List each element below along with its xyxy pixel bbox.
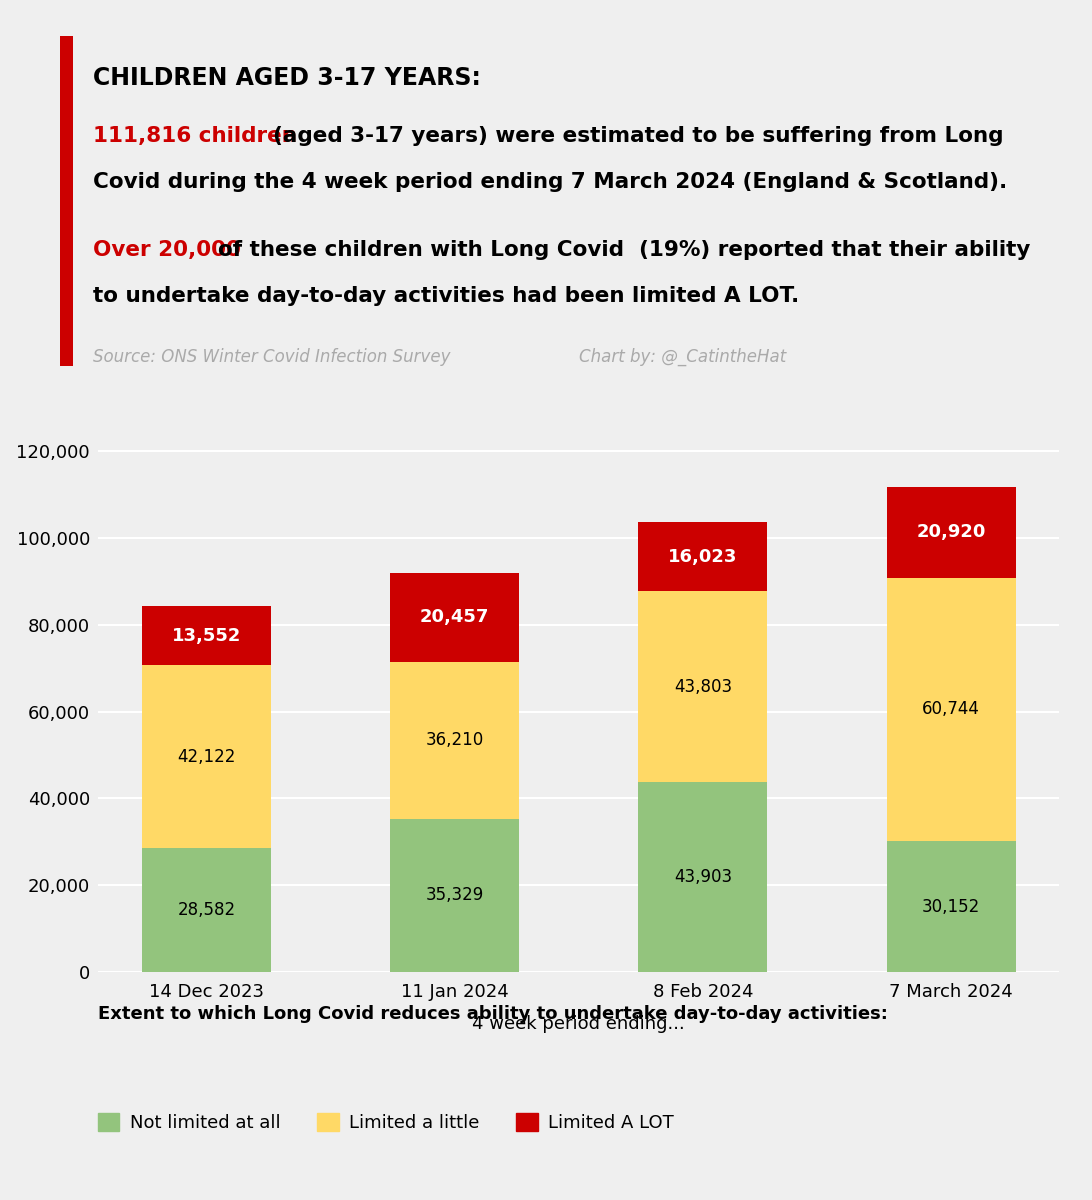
Text: of these children with Long Covid  (19%) reported that their ability: of these children with Long Covid (19%) … [218,240,1031,260]
Bar [390,661,519,818]
Text: 60,744: 60,744 [922,701,980,719]
Text: 35,329: 35,329 [426,887,484,905]
Text: 43,803: 43,803 [674,678,732,696]
Text: 111,816 children: 111,816 children [93,126,297,146]
Bar [639,522,768,592]
Bar [639,592,768,781]
Text: Extent to which Long Covid reduces ability to undertake day-to-day activities:: Extent to which Long Covid reduces abili… [98,1006,888,1022]
Text: (aged 3-17 years) were estimated to be suffering from Long: (aged 3-17 years) were estimated to be s… [273,126,1004,146]
Text: 13,552: 13,552 [171,626,241,644]
Text: Covid during the 4 week period ending 7 March 2024 (England & Scotland).: Covid during the 4 week period ending 7 … [93,172,1007,192]
Text: Over 20,000: Over 20,000 [93,240,240,260]
Legend: Not limited at all, Limited a little, Limited A LOT: Not limited at all, Limited a little, Li… [97,1112,674,1132]
Text: 20,457: 20,457 [420,608,489,626]
Bar [142,606,271,665]
Text: 28,582: 28,582 [177,901,236,919]
Bar [390,818,519,972]
Bar [887,487,1016,577]
Bar [142,665,271,848]
Text: 20,920: 20,920 [916,523,986,541]
Bar [887,577,1016,841]
Text: Chart by: @_CatintheHat: Chart by: @_CatintheHat [579,348,786,366]
Bar [142,848,271,972]
X-axis label: 4 week period ending...: 4 week period ending... [473,1015,685,1033]
Text: 16,023: 16,023 [668,547,737,565]
Bar [390,572,519,661]
Text: 43,903: 43,903 [674,868,732,886]
Bar [639,781,768,972]
Text: 36,210: 36,210 [426,731,484,749]
Text: Source: ONS Winter Covid Infection Survey: Source: ONS Winter Covid Infection Surve… [93,348,450,366]
Text: to undertake day-to-day activities had been limited A LOT.: to undertake day-to-day activities had b… [93,286,799,306]
Text: 30,152: 30,152 [922,898,981,916]
Bar [887,841,1016,972]
Text: CHILDREN AGED 3-17 YEARS:: CHILDREN AGED 3-17 YEARS: [93,66,480,90]
Text: 42,122: 42,122 [177,748,236,766]
